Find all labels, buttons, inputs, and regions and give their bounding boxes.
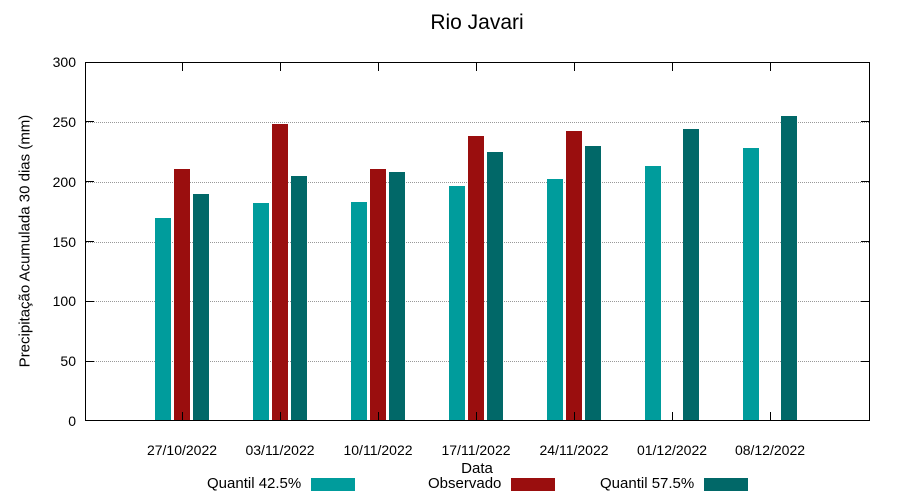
bar-quantil-57-5--17-11-2022 — [487, 151, 503, 420]
y-tick-right — [861, 121, 869, 123]
y-tick-label: 50 — [60, 353, 76, 370]
legend-label: Observado — [428, 475, 502, 492]
y-tick-label: 0 — [68, 413, 76, 429]
x-tick-bottom — [671, 412, 673, 420]
bar-quantil-42-5--24-11-2022 — [547, 179, 563, 420]
x-tick-bottom — [377, 412, 379, 420]
chart-title: Rio Javari — [430, 11, 524, 34]
legend-item-observado: Observado — [428, 475, 556, 492]
y-tick-right — [861, 300, 869, 302]
y-tick-label: 300 — [52, 54, 76, 70]
bar-quantil-57-5--01-12-2022 — [683, 129, 699, 420]
x-tick-label: 03/11/2022 — [245, 442, 315, 458]
x-tick-top — [769, 63, 771, 71]
y-tick-label: 100 — [52, 293, 76, 310]
bar-quantil-42-5--03-11-2022 — [253, 203, 269, 420]
x-tick-bottom — [181, 412, 183, 420]
gridline-250 — [86, 121, 869, 123]
bar-quantil-57-5--10-11-2022 — [389, 172, 405, 420]
bar-observado-10-11-2022 — [370, 168, 386, 420]
bar-quantil-57-5--08-12-2022 — [781, 115, 797, 420]
y-tick-label: 250 — [52, 113, 76, 130]
bar-quantil-57-5--24-11-2022 — [585, 145, 601, 420]
x-axis-title: Data — [461, 460, 493, 477]
x-tick-top — [279, 63, 281, 71]
bar-quantil-42-5--08-12-2022 — [743, 148, 759, 420]
y-tick-right — [861, 360, 869, 362]
y-tick-left — [86, 360, 94, 362]
x-tick-bottom — [573, 412, 575, 420]
x-tick-label: 01/12/2022 — [636, 442, 708, 458]
bar-observado-27-10-2022 — [174, 168, 190, 420]
y-tick-left — [86, 241, 94, 242]
x-tick-label: 10/11/2022 — [343, 442, 413, 458]
x-tick-top — [377, 63, 379, 71]
x-tick-bottom — [475, 412, 477, 420]
y-tick-left — [86, 300, 94, 302]
bar-quantil-42-5--01-12-2022 — [645, 166, 661, 420]
bar-quantil-57-5--27-10-2022 — [193, 193, 209, 420]
x-tick-label: 27/10/2022 — [146, 442, 218, 458]
x-tick-label: 08/12/2022 — [734, 442, 806, 458]
bar-observado-03-11-2022 — [272, 124, 288, 420]
x-tick-bottom — [769, 412, 771, 420]
y-tick-label: 150 — [52, 233, 76, 250]
legend-item-quantil-42-5-: Quantil 42.5% — [207, 475, 356, 492]
bar-observado-24-11-2022 — [566, 131, 582, 420]
x-tick-label: 24/11/2022 — [539, 442, 609, 458]
bar-observado-17-11-2022 — [468, 136, 484, 420]
legend-item-quantil-57-5-: Quantil 57.5% — [600, 475, 749, 492]
legend-swatch-observado — [511, 477, 556, 491]
x-tick-bottom — [279, 412, 281, 420]
y-tick-right — [861, 241, 869, 242]
x-tick-label: 17/11/2022 — [441, 442, 511, 458]
legend-swatch-quantil-42-5- — [311, 477, 356, 491]
bar-quantil-42-5--10-11-2022 — [351, 202, 367, 420]
y-tick-left — [86, 181, 94, 183]
x-tick-top — [671, 63, 673, 71]
legend-swatch-quantil-57-5- — [704, 477, 749, 491]
y-tick-left — [86, 121, 94, 123]
bar-quantil-57-5--03-11-2022 — [291, 175, 307, 420]
y-tick-right — [861, 181, 869, 183]
x-tick-top — [475, 63, 477, 71]
legend-label: Quantil 57.5% — [600, 475, 695, 492]
bar-quantil-42-5--17-11-2022 — [449, 186, 465, 420]
legend-label: Quantil 42.5% — [207, 475, 302, 492]
y-tick-label: 200 — [52, 173, 76, 190]
bar-quantil-42-5--27-10-2022 — [155, 217, 171, 420]
x-tick-top — [181, 63, 183, 71]
x-tick-top — [573, 63, 575, 71]
